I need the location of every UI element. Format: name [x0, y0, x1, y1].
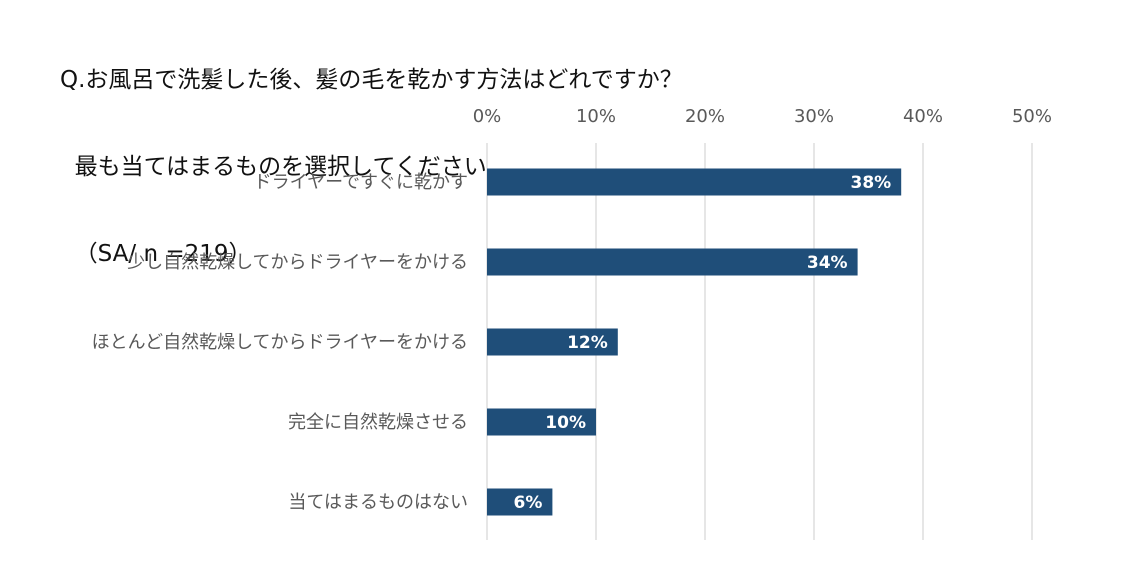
gridlines: [486, 143, 1033, 540]
bars: [487, 168, 902, 516]
x-tick-label: 20%: [685, 106, 725, 127]
bar: [487, 168, 902, 196]
category-label: ドライヤーですぐに乾かす: [254, 172, 468, 193]
bar: [487, 328, 618, 356]
category-labels: ドライヤーですぐに乾かす少し自然乾燥してからドライヤーをかけるほとんど自然乾燥し…: [92, 172, 468, 513]
chart-title: Q.お風呂で洗髪した後、髪の毛を乾かす方法はどれですか？ 最も当てはまるものを選…: [60, 8, 683, 298]
x-tick-label: 0%: [473, 106, 502, 127]
bar: [487, 248, 858, 276]
category-label: 少し自然乾燥してからドライヤーをかける: [127, 252, 468, 273]
x-axis-tick-labels: 0% 10% 20% 30% 40% 50%: [473, 106, 1052, 127]
bar: [487, 488, 553, 516]
x-tick-label: 10%: [576, 106, 616, 127]
x-tick-label: 50%: [1012, 106, 1052, 127]
data-label: 38%: [850, 173, 891, 193]
bar: [487, 408, 596, 436]
data-labels: 38% 34% 12% 10% 6%: [514, 173, 892, 513]
chart-title-line-3: （SA/ n =219）: [60, 241, 252, 267]
category-label: 当てはまるものはない: [288, 492, 468, 513]
data-label: 10%: [545, 413, 586, 433]
data-label: 34%: [807, 253, 848, 273]
x-tick-label: 40%: [903, 106, 943, 127]
category-label: ほとんど自然乾燥してからドライヤーをかける: [92, 332, 468, 353]
chart-title-line-2: 最も当てはまるものを選択してください。: [60, 154, 510, 180]
x-tick-label: 30%: [794, 106, 834, 127]
category-label: 完全に自然乾燥させる: [288, 412, 468, 433]
data-label: 12%: [567, 333, 608, 353]
chart-title-line-1: Q.お風呂で洗髪した後、髪の毛を乾かす方法はどれですか？: [60, 67, 683, 93]
data-label: 6%: [514, 493, 543, 513]
